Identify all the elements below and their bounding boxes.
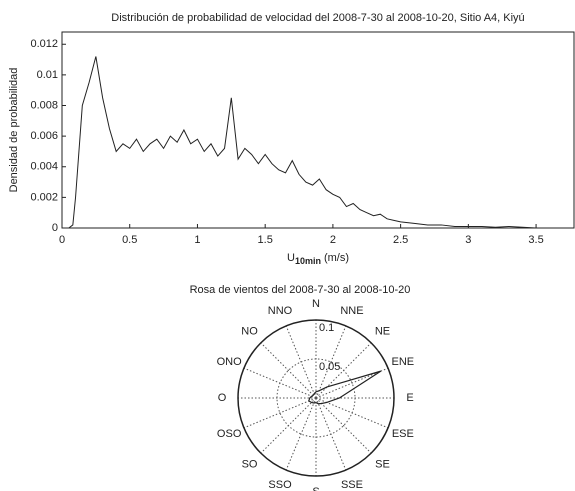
rose-polygon (308, 370, 382, 405)
x-tick-label: 0.5 (122, 234, 137, 246)
y-tick-label: 0.002 (30, 191, 58, 203)
direction-label: N (312, 298, 320, 310)
x-tick-label: 1.5 (258, 234, 273, 246)
x-tick-label: 0 (59, 234, 65, 246)
y-tick-label: 0.004 (30, 161, 58, 173)
data-line (68, 56, 537, 229)
ring-label: 0.05 (319, 361, 340, 373)
spoke (315, 397, 372, 454)
y-tick-label: 0.006 (30, 130, 58, 142)
chart-title: Distribución de probabilidad de velocida… (111, 12, 524, 24)
direction-label: SO (242, 458, 258, 470)
spoke (243, 397, 317, 429)
spoke (285, 397, 317, 471)
x-tick-label: 2 (330, 234, 336, 246)
direction-label: NO (241, 325, 258, 337)
direction-label: E (406, 392, 413, 404)
ring-label: 0.1 (319, 322, 334, 334)
direction-label: ONO (217, 356, 243, 368)
y-tick-label: 0.008 (30, 99, 58, 111)
spoke (315, 325, 347, 399)
x-axis-label-main: U (287, 252, 295, 264)
x-tick-label: 3 (465, 234, 471, 246)
x-axis-label-subscript: 10min (295, 256, 321, 266)
direction-label: S (312, 486, 319, 491)
direction-label: NNO (268, 305, 293, 317)
direction-label: ENE (392, 356, 415, 368)
direction-label: NNE (340, 305, 363, 317)
direction-label: SSO (268, 479, 292, 491)
y-axis-label: Densidad de probabilidad (8, 68, 20, 193)
y-tick-label: 0.01 (37, 69, 58, 81)
y-tick-label: 0 (52, 222, 58, 234)
ring (237, 319, 395, 477)
direction-label: SSE (341, 479, 363, 491)
chart-title: Rosa de vientos del 2008-7-30 al 2008-10… (190, 284, 411, 296)
x-tick-label: 2.5 (393, 234, 408, 246)
x-axis-label-unit: (m/s) (324, 252, 349, 264)
x-tick-label: 1 (194, 234, 200, 246)
spoke (315, 367, 389, 399)
direction-label: ESE (392, 428, 414, 440)
direction-label: SE (375, 458, 390, 470)
x-axis-label: U10min (m/s) (287, 252, 349, 266)
direction-label: O (218, 392, 227, 404)
direction-label: OSO (217, 428, 242, 440)
plot-frame (61, 31, 575, 229)
x-tick-label: 3.5 (528, 234, 543, 246)
direction-label: NE (375, 325, 390, 337)
y-tick-label: 0.012 (30, 38, 58, 50)
spoke (260, 342, 317, 399)
ring (276, 358, 356, 438)
